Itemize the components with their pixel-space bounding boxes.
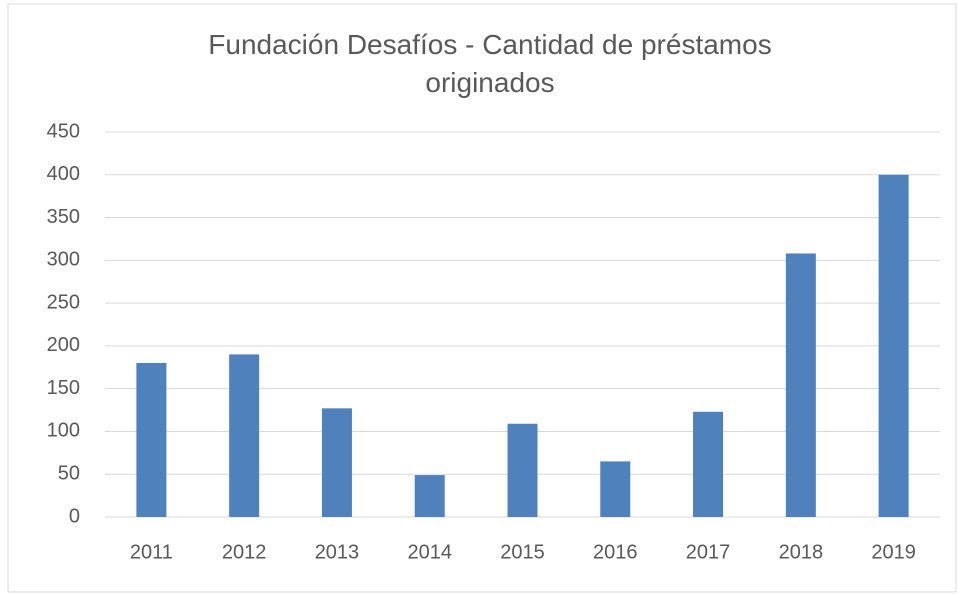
bar: [136, 363, 167, 517]
x-tick-label: 2017: [686, 541, 731, 563]
chart-title: Fundación Desafíos - Cantidad de préstam…: [208, 29, 772, 98]
bar: [600, 461, 631, 517]
y-tick-label: 300: [47, 249, 80, 271]
x-tick-label: 2012: [222, 541, 267, 563]
x-tick-label: 2013: [315, 541, 360, 563]
bar: [321, 408, 352, 517]
bar: [229, 354, 260, 517]
y-tick-label: 450: [47, 120, 80, 142]
x-tick-label: 2011: [130, 541, 173, 563]
chart-frame: [7, 3, 957, 593]
y-tick-label: 0: [69, 505, 80, 527]
x-tick-label: 2014: [407, 541, 452, 563]
y-tick-label: 200: [47, 334, 80, 356]
x-tick-label: 2016: [593, 541, 638, 563]
bar: [785, 253, 816, 517]
y-tick-label: 100: [47, 420, 80, 442]
bar: [693, 411, 724, 517]
y-tick-label: 350: [47, 206, 80, 228]
x-tick-label: 2018: [779, 541, 824, 563]
x-tick-label: 2015: [500, 541, 545, 563]
y-tick-label: 250: [47, 291, 80, 313]
y-tick-label: 50: [58, 463, 80, 485]
bar: [878, 174, 909, 517]
y-tick-label: 400: [47, 163, 80, 185]
bar: [414, 475, 445, 517]
y-tick-label: 150: [47, 377, 80, 399]
bar: [507, 423, 538, 517]
x-tick-label: 2019: [871, 541, 916, 563]
